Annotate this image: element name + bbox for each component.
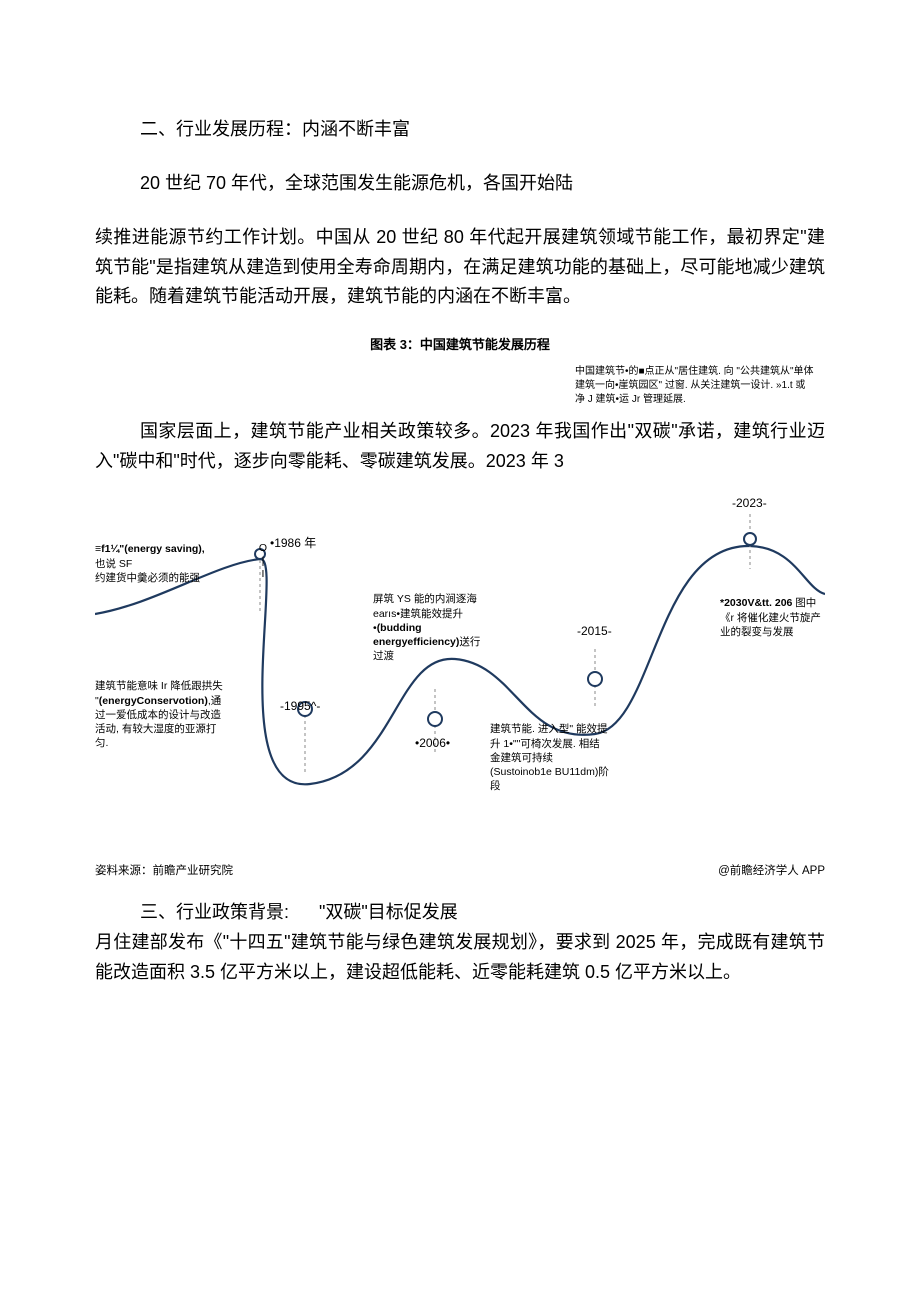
label-conservation: 建筑节能意味 Ir 降低跟拱失 "(energyConservotion),通过… bbox=[95, 679, 225, 750]
source-row: 姿料来源：前瞻产业研究院 @前瞻经济学人 APP bbox=[95, 862, 825, 878]
label-energy-saving: ≡f1¼"(energy saving),也说 SF 约建货中羹必须的能强 bbox=[95, 542, 210, 585]
year-1986: •1986 年 bbox=[270, 534, 316, 551]
timeline-chart: •1986 年 -1995^- •2006• -2015- -2023- ≡f1… bbox=[95, 484, 825, 854]
year-2006: •2006• bbox=[415, 736, 450, 750]
timeline-curve-svg bbox=[95, 484, 825, 854]
chart-title: 图表 3：中国建筑节能发展历程 bbox=[95, 334, 825, 353]
year-2015: -2015- bbox=[577, 624, 612, 638]
section-3-heading: 三、行业政策背景: "双碳"目标促发展 bbox=[95, 898, 825, 924]
mid-paragraph: 国家层面上，建筑节能产业相关政策较多。2023 年我国作出"双碳"承诺，建筑行业… bbox=[95, 417, 825, 476]
label-o-bar: O|I bbox=[253, 542, 273, 580]
label-2030: *2030V&tt. 206 图中 《r 将催化建火节旋产业的裂变与发展 bbox=[720, 596, 825, 639]
year-2023: -2023- bbox=[732, 496, 767, 510]
final-paragraph: 月住建部发布《"十四五"建筑节能与绿色建筑发展规划》，要求到 2025 年，完成… bbox=[95, 928, 825, 987]
intro-line: 20 世纪 70 年代，全球范围发生能源危机，各国开始陆 bbox=[95, 169, 825, 195]
body-paragraph-1: 续推进能源节约工作计划。中国从 20 世纪 80 年代起开展建筑领域节能工作，最… bbox=[95, 223, 825, 312]
label-efficiency: 屏筑 YS 能的内涧逐海 earıs•建筑能效提升•(budding energ… bbox=[373, 592, 483, 663]
section-2-heading: 二、行业发展历程：内涵不断丰富 bbox=[95, 115, 825, 141]
source-right: @前瞻经济学人 APP bbox=[718, 862, 825, 878]
year-1995: -1995^- bbox=[280, 699, 320, 713]
label-sustainable: 建筑节能. 进入型" 能效提升 1•""可椅次发展. 相结金建筑可持续(Sust… bbox=[490, 722, 610, 793]
source-left: 姿料来源：前瞻产业研究院 bbox=[95, 862, 233, 878]
chart-top-note: 中国建筑节•的■点正从"居住建筑. 向 "公共建筑从"单体建筑一向•崖筑园区" … bbox=[575, 365, 815, 407]
